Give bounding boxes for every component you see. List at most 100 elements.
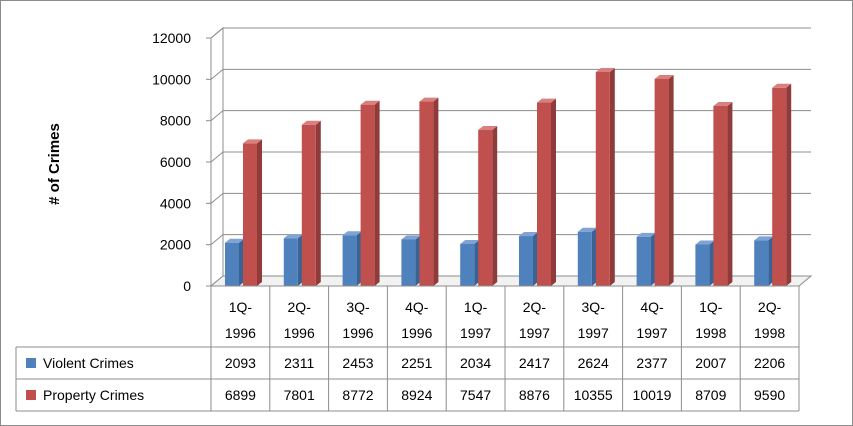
bar-front <box>460 243 475 286</box>
bar-front <box>360 104 375 286</box>
category-label: 4Q- <box>405 299 429 315</box>
bar-front <box>695 244 710 286</box>
bar-side <box>786 83 792 286</box>
bar-front <box>713 106 728 286</box>
table-value: 2624 <box>578 355 609 371</box>
bar-front <box>636 236 651 286</box>
bar-violent <box>636 232 656 286</box>
y-axis-label: # of Crimes <box>46 123 63 205</box>
bar-front <box>595 71 610 286</box>
bar-side <box>257 139 262 286</box>
bar-side <box>768 236 774 286</box>
category-label: 1998 <box>754 325 785 341</box>
category-label: 1996 <box>225 325 256 341</box>
table-value: 8876 <box>519 387 550 403</box>
category-label: 4Q- <box>640 299 664 315</box>
table-value: 2007 <box>695 355 726 371</box>
gridline-diagonal <box>210 110 224 122</box>
gridline-diagonal <box>210 234 224 246</box>
bar-top <box>519 232 538 237</box>
bar-side <box>315 120 321 287</box>
bar-property <box>360 100 380 286</box>
bar-top <box>713 102 733 107</box>
table-value: 2453 <box>342 355 373 371</box>
bar-side <box>533 232 538 286</box>
bar-property <box>713 102 733 286</box>
bars <box>225 67 792 287</box>
category-label: 1997 <box>460 325 491 341</box>
category-label: 1997 <box>578 325 609 341</box>
bar-side <box>551 98 556 286</box>
bar-side <box>239 238 244 286</box>
category-label: 1997 <box>636 325 667 341</box>
bar-top <box>595 67 615 72</box>
bar-property <box>537 98 556 286</box>
table-value: 10019 <box>633 387 672 403</box>
bar-violent <box>225 238 244 286</box>
category-label: 2Q- <box>523 299 547 315</box>
table-value: 9590 <box>754 387 785 403</box>
bar-property <box>243 139 262 286</box>
bar-front <box>537 102 551 286</box>
y-tick-label: 10000 <box>152 71 191 87</box>
bar-violent <box>577 227 597 286</box>
bar-side <box>297 234 303 286</box>
bar-violent <box>283 234 303 286</box>
table-value: 2417 <box>519 355 550 371</box>
bar-property <box>478 126 498 287</box>
bar-front <box>225 242 239 286</box>
bar-violent <box>695 240 715 286</box>
bar-top <box>301 120 321 125</box>
legend-key-property <box>26 390 36 400</box>
bar-front <box>283 238 298 286</box>
bar-top <box>460 239 480 244</box>
bar-property <box>654 74 674 286</box>
category-label: 1996 <box>342 325 373 341</box>
table-value: 2206 <box>754 355 785 371</box>
bar-top <box>772 83 792 88</box>
category-label: 2Q- <box>288 299 312 315</box>
bar-top <box>654 74 674 79</box>
bar-front <box>401 239 416 286</box>
bar-top <box>419 97 439 102</box>
table-value: 2093 <box>225 355 256 371</box>
table-value: 10355 <box>574 387 613 403</box>
category-label: 3Q- <box>346 299 370 315</box>
table-value: 8924 <box>401 387 432 403</box>
bar-property <box>595 67 615 286</box>
gridline-diagonal <box>210 68 224 80</box>
y-tick-label: 6000 <box>160 154 191 170</box>
y-tick-label: 12000 <box>152 30 191 46</box>
bar-side <box>727 102 733 286</box>
bar-side <box>668 74 674 286</box>
bar-top <box>754 236 774 241</box>
category-label: 3Q- <box>582 299 606 315</box>
bar-violent <box>342 231 362 286</box>
bar-side <box>356 231 362 286</box>
bar-top <box>243 139 262 144</box>
bar-front <box>654 78 669 286</box>
bar-top <box>225 238 244 243</box>
bar-side <box>709 240 715 286</box>
bar-side <box>374 100 380 286</box>
table-value: 2311 <box>284 355 314 371</box>
bar-violent <box>460 239 480 286</box>
y-tick-label: 4000 <box>160 195 191 211</box>
legend-label: Violent Crimes <box>43 355 134 371</box>
y-axis-ticks: 0 2000 4000 6000 8000 10000 12000 <box>152 30 191 294</box>
bar-property <box>301 120 321 287</box>
bar-top <box>360 100 380 105</box>
y-tick-label: 0 <box>183 278 191 294</box>
bar-front <box>342 235 357 286</box>
bar-top <box>636 232 656 237</box>
category-label: 2Q- <box>758 299 782 315</box>
table-value: 2034 <box>460 355 491 371</box>
category-label: 1Q- <box>229 299 253 315</box>
bar-top <box>401 235 421 240</box>
bar-top <box>478 126 498 131</box>
bar-front <box>301 124 316 287</box>
bar-property <box>419 97 439 286</box>
bar-side <box>591 227 597 286</box>
legend-key-violent <box>26 358 36 368</box>
bar-side <box>492 126 498 287</box>
